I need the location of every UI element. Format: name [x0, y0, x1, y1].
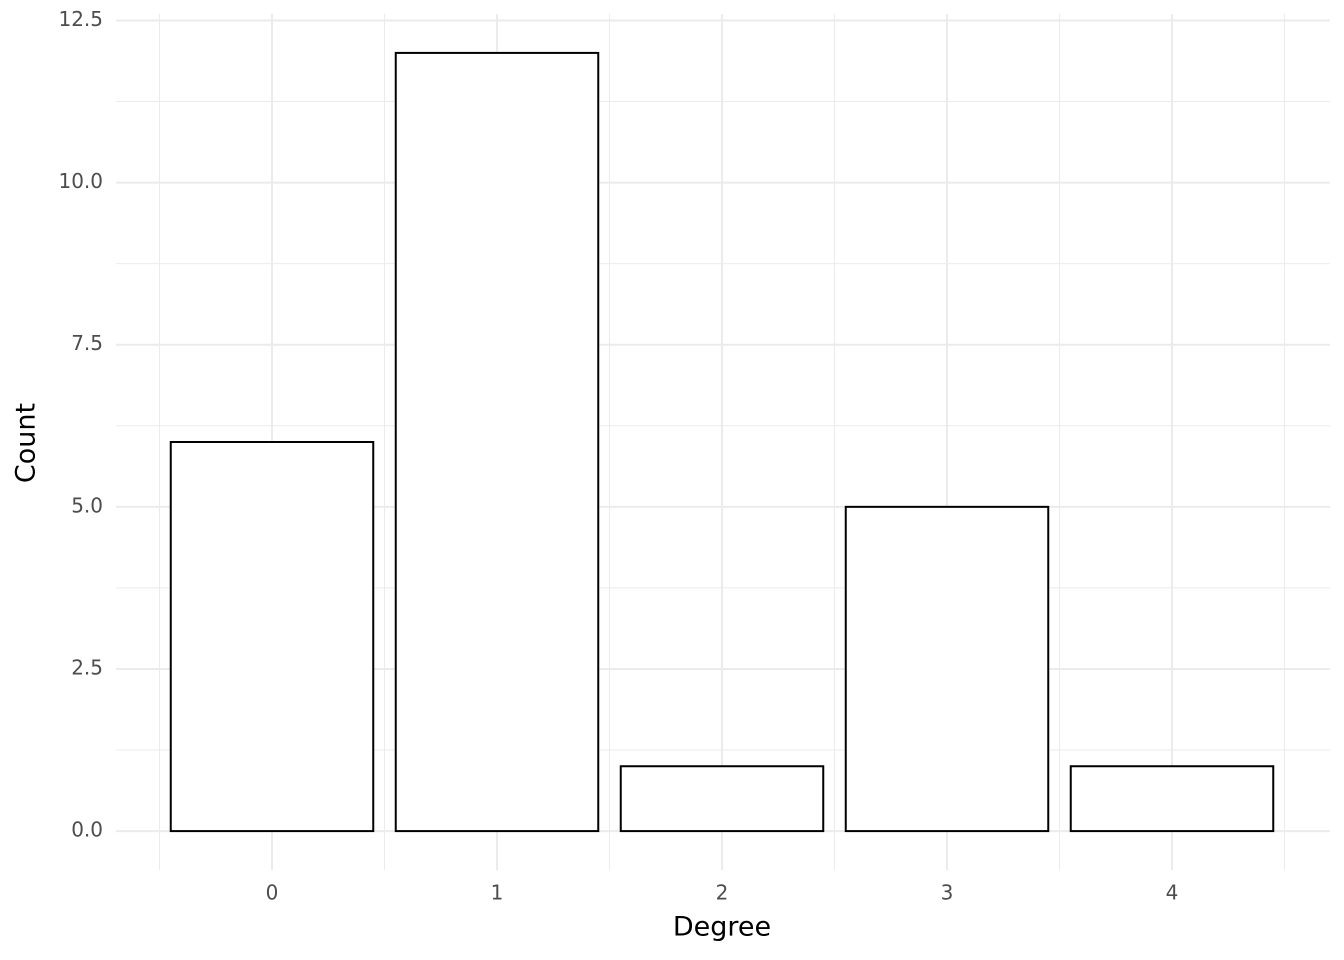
y-tick-label: 12.5	[58, 7, 103, 31]
y-tick-label: 7.5	[71, 331, 103, 355]
x-tick-label: 3	[941, 881, 954, 905]
bar	[619, 765, 825, 833]
marks	[169, 51, 1275, 833]
y-tick-label: 0.0	[71, 818, 103, 842]
bar	[169, 441, 375, 833]
y-tick-label: 2.5	[71, 655, 103, 679]
y-tick-label: 10.0	[58, 169, 103, 193]
x-tick-label: 1	[491, 881, 504, 905]
bar	[844, 505, 1050, 833]
bar	[1069, 765, 1275, 833]
x-tick-label: 4	[1166, 881, 1179, 905]
y-tick-label: 5.0	[71, 493, 103, 517]
y-axis-title: Count	[11, 403, 42, 483]
x-tick-label: 0	[266, 881, 279, 905]
x-tick-label: 2	[716, 881, 729, 905]
x-axis-title: Degree	[673, 912, 771, 943]
bar	[394, 51, 600, 833]
